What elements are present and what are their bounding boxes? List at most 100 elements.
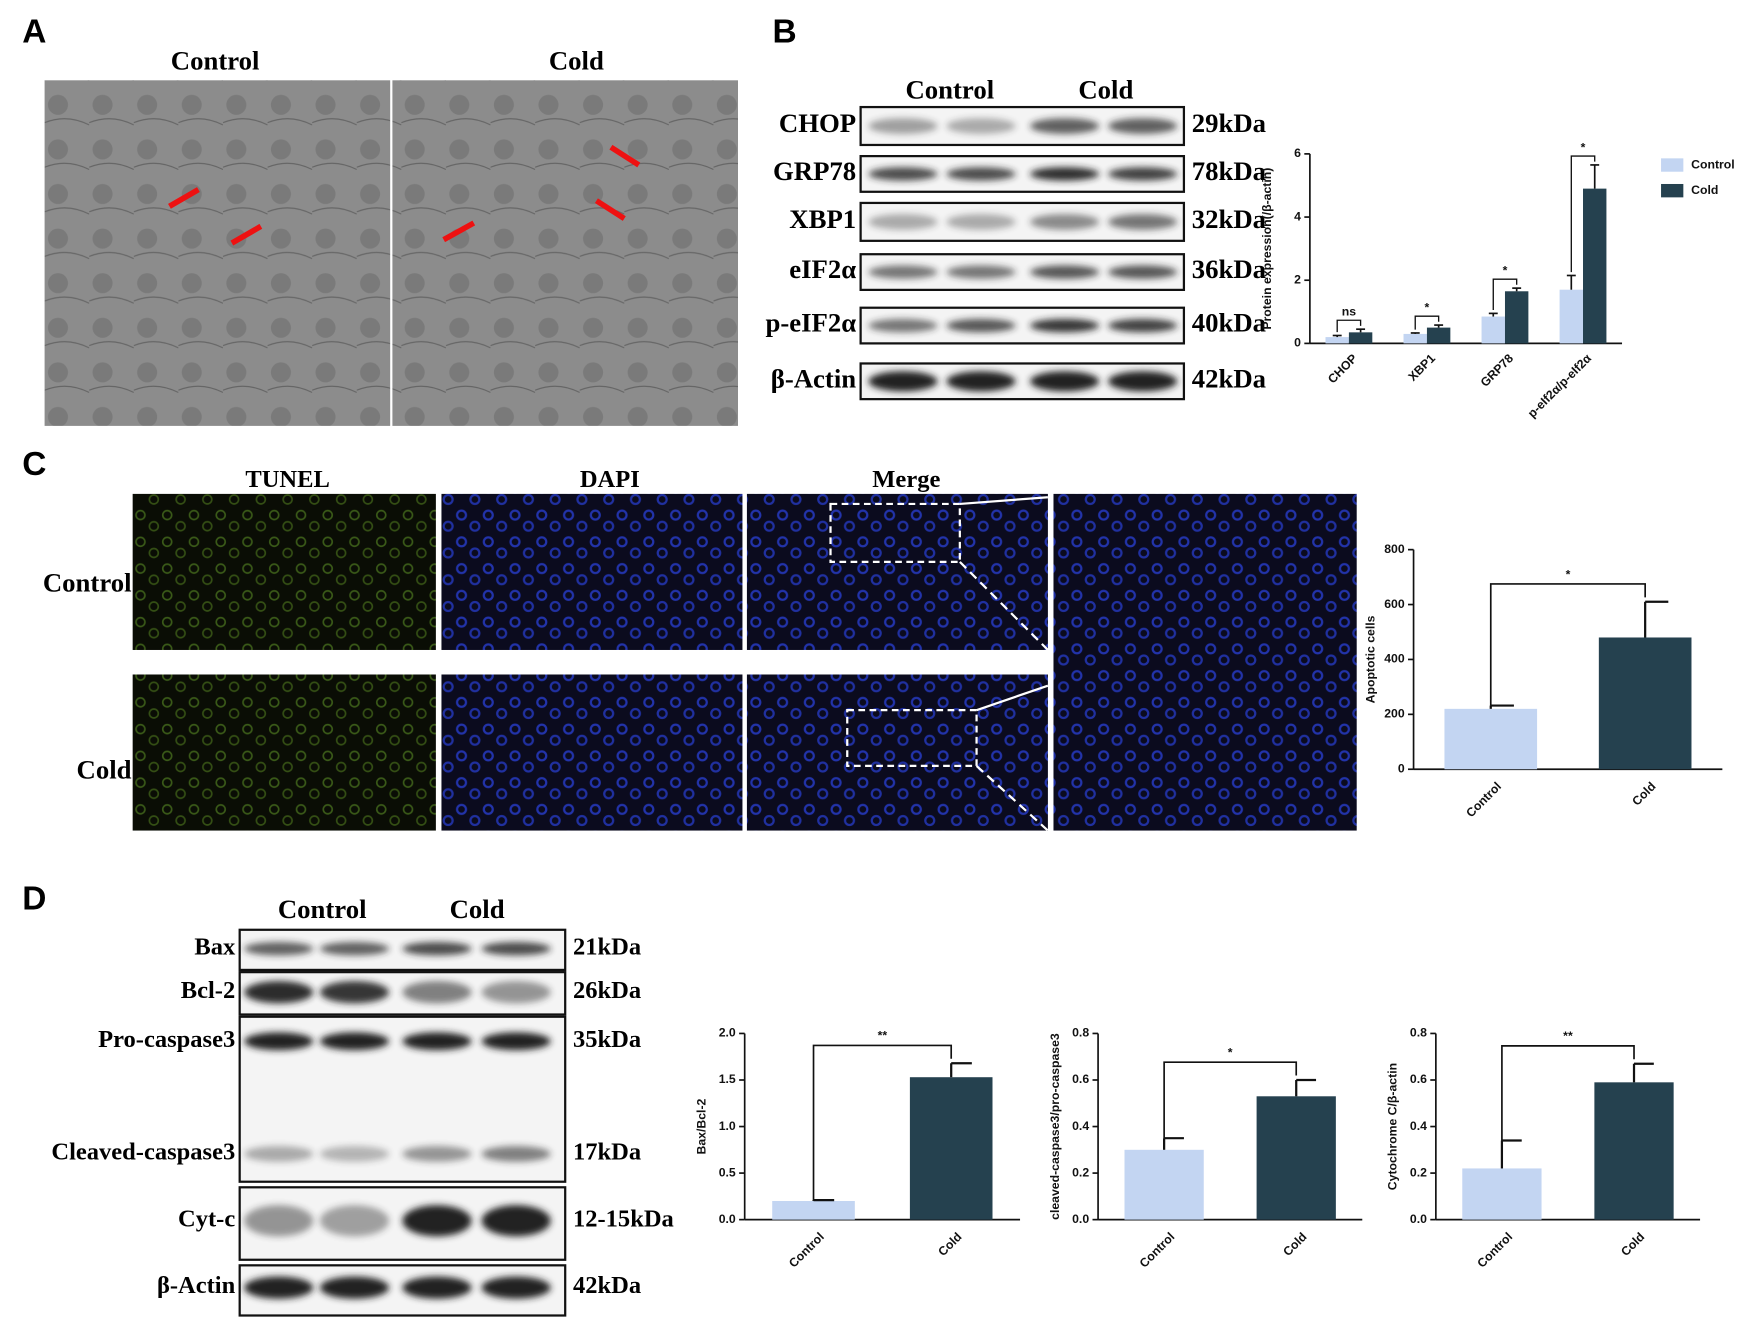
panel-a — [44, 80, 738, 426]
protein-label: Bax — [194, 933, 236, 960]
y-tick-label: 0.2 — [1072, 1165, 1089, 1179]
bar — [1124, 1149, 1204, 1220]
band — [868, 214, 938, 230]
size-label: 42kDa — [1192, 363, 1266, 393]
significance: ns — [1342, 305, 1356, 319]
protein-label: β-Actin — [771, 363, 857, 393]
band — [481, 942, 551, 956]
bar — [1583, 188, 1607, 344]
significance: * — [1228, 1045, 1233, 1059]
size-label: 78kDa — [1192, 156, 1266, 186]
y-tick-label: 400 — [1384, 652, 1405, 666]
size-label: 40kDa — [1192, 308, 1266, 338]
protein-label: Cleaved-caspase3 — [51, 1138, 235, 1165]
x-tick-label: XBP1 — [1405, 351, 1438, 384]
band — [868, 371, 938, 392]
x-tick-label: Cold — [1618, 1230, 1647, 1259]
band — [1030, 318, 1100, 333]
legend-label: Cold — [1691, 183, 1718, 197]
em-image — [392, 80, 738, 426]
x-tick-label: Cold — [1280, 1230, 1309, 1259]
protein-label: XBP1 — [789, 204, 856, 234]
y-tick-label: 800 — [1384, 542, 1405, 556]
column-title: Cold — [549, 46, 604, 76]
legend-label: Control — [1691, 157, 1735, 171]
em-image — [44, 80, 391, 426]
y-tick-label: 1.5 — [719, 1072, 736, 1086]
significance-bracket — [1570, 155, 1596, 273]
band — [244, 942, 314, 956]
bar — [909, 1077, 993, 1220]
band — [1108, 167, 1178, 181]
column-title: Merge — [872, 466, 940, 493]
band — [319, 1276, 390, 1299]
y-tick-label: 200 — [1384, 707, 1405, 721]
band — [319, 1032, 390, 1051]
panel-c-images — [132, 493, 1357, 832]
band — [946, 214, 1016, 230]
bar — [772, 1201, 855, 1220]
band — [244, 981, 314, 1004]
band — [481, 1276, 551, 1299]
x-tick-label: Cold — [1629, 779, 1658, 808]
column-title: DAPI — [580, 466, 640, 493]
bar — [1403, 333, 1427, 344]
significance: * — [1566, 567, 1571, 581]
protein-label: GRP78 — [773, 156, 856, 186]
panel-b-blot: Control Cold CHOP 29kDa GRP78 78kDa XBP1 32kDa e… — [765, 75, 1266, 401]
y-tick-label: 2.0 — [719, 1026, 736, 1040]
bar — [1444, 708, 1538, 770]
band — [244, 1146, 314, 1162]
band — [481, 981, 551, 1004]
group-label: Cold — [1078, 75, 1133, 105]
band — [319, 981, 390, 1004]
band — [319, 1146, 390, 1162]
y-axis-label: Bax/Bcl-2 — [695, 1098, 709, 1154]
band — [244, 1276, 314, 1299]
size-label: 26kDa — [573, 977, 641, 1004]
bar — [1256, 1096, 1336, 1220]
band — [402, 942, 472, 956]
group-label: Cold — [450, 894, 505, 924]
band — [1030, 214, 1100, 230]
size-label: 35kDa — [573, 1026, 641, 1053]
band — [402, 1276, 472, 1299]
significance-bracket — [1414, 315, 1440, 330]
band — [244, 1205, 314, 1237]
band — [1030, 265, 1100, 279]
x-tick-label: Control — [786, 1230, 827, 1271]
panel-letter: A — [22, 13, 46, 50]
size-label: 12-15kDa — [573, 1205, 674, 1232]
band — [1108, 265, 1178, 279]
size-label: 36kDa — [1192, 254, 1266, 284]
bar — [1348, 332, 1373, 344]
significance-bracket — [1492, 278, 1518, 311]
size-label: 17kDa — [573, 1138, 641, 1165]
significance-bracket — [1336, 319, 1362, 333]
band — [1108, 118, 1178, 134]
bar — [1426, 327, 1451, 344]
y-tick-label: 0.5 — [719, 1165, 736, 1179]
column-title: Control — [171, 46, 260, 76]
band — [868, 167, 938, 181]
panel-letter: C — [22, 446, 46, 483]
y-tick-label: 0.4 — [1410, 1119, 1427, 1133]
y-axis-label: Apoptotic cells — [1363, 615, 1377, 703]
protein-label: p-eIF2α — [765, 308, 856, 338]
y-tick-label: 2 — [1294, 272, 1301, 286]
y-tick-label: 0.0 — [719, 1212, 736, 1226]
bar — [1462, 1168, 1542, 1220]
x-tick-label: Cold — [935, 1230, 964, 1259]
band — [1108, 371, 1178, 392]
panel-letter: D — [22, 881, 46, 918]
significance: * — [1503, 264, 1508, 278]
band — [946, 118, 1016, 134]
protein-label: β-Actin — [157, 1272, 236, 1299]
y-tick-label: 4 — [1294, 209, 1301, 223]
x-tick-label: Control — [1137, 1230, 1178, 1271]
x-tick-label: Control — [1463, 779, 1504, 820]
group-label: Control — [278, 894, 367, 924]
bar — [1504, 291, 1529, 344]
band — [868, 318, 938, 333]
band — [319, 1205, 390, 1237]
